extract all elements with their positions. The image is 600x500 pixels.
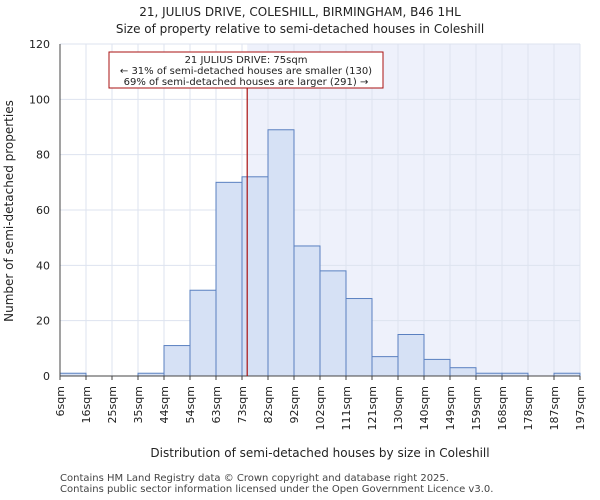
y-tick-label: 20 [36,315,50,328]
x-tick-label: 197sqm [574,386,587,430]
chart-title: 21, JULIUS DRIVE, COLESHILL, BIRMINGHAM,… [139,5,461,19]
x-tick-label: 178sqm [522,386,535,430]
histogram-bar [423,358,451,377]
y-tick-label: 0 [43,370,50,383]
x-tick-label: 159sqm [470,386,483,430]
histogram-bar [163,345,191,377]
x-tick-label: 16sqm [80,386,93,423]
x-tick-label: 44sqm [158,386,171,423]
histogram-bar [345,298,373,377]
histogram-bar [267,129,295,377]
y-tick-label: 80 [36,149,50,162]
x-tick-label: 140sqm [418,386,431,430]
annotation-line-1: 21 JULIUS DRIVE: 75sqm [185,55,308,66]
y-tick-label: 40 [36,259,50,272]
histogram-bar [449,367,477,377]
x-tick-label: 102sqm [314,386,327,430]
y-tick-label: 120 [29,38,50,51]
x-tick-label: 82sqm [262,386,275,423]
footer-line-1: Contains HM Land Registry data © Crown c… [60,473,449,484]
x-tick-label: 6sqm [54,386,67,416]
x-tick-label: 168sqm [496,386,509,430]
x-tick-label: 54sqm [184,386,197,423]
x-tick-label: 92sqm [288,386,301,423]
x-tick-label: 63sqm [210,386,223,423]
x-axis-label: Distribution of semi-detached houses by … [150,446,489,460]
histogram-bar [293,245,321,377]
x-tick-label: 130sqm [392,386,405,430]
annotation-line-3: 69% of semi-detached houses are larger (… [124,77,369,88]
x-tick-label: 121sqm [366,386,379,430]
y-axis-label: Number of semi-detached properties [2,100,16,322]
x-tick-label: 25sqm [106,386,119,423]
annotation-box [108,51,384,89]
chart-subtitle: Size of property relative to semi-detach… [116,22,484,36]
histogram-bar [397,334,425,377]
histogram-bar [189,289,217,377]
annotation-line-2: ← 31% of semi-detached houses are smalle… [120,66,372,77]
footer: Contains HM Land Registry data © Crown c… [60,473,493,495]
x-tick-label: 73sqm [236,386,249,423]
y-tick-label: 60 [36,204,50,217]
x-tick-label: 149sqm [444,386,457,430]
x-tick-label: 111sqm [340,386,353,430]
footer-line-2: Contains public sector information licen… [60,484,494,495]
y-tick-label: 100 [29,93,50,106]
histogram-bar [241,176,269,377]
histogram-bar [215,181,243,377]
histogram-bar [371,356,399,377]
x-tick-label: 187sqm [548,386,561,430]
plot-area: 0 20 40 60 80 100 120 6sqm 16sqm 25sqm 35sqm 44sqm 5… [29,38,587,430]
x-tick-label: 35sqm [132,386,145,423]
histogram-bar [319,270,347,377]
